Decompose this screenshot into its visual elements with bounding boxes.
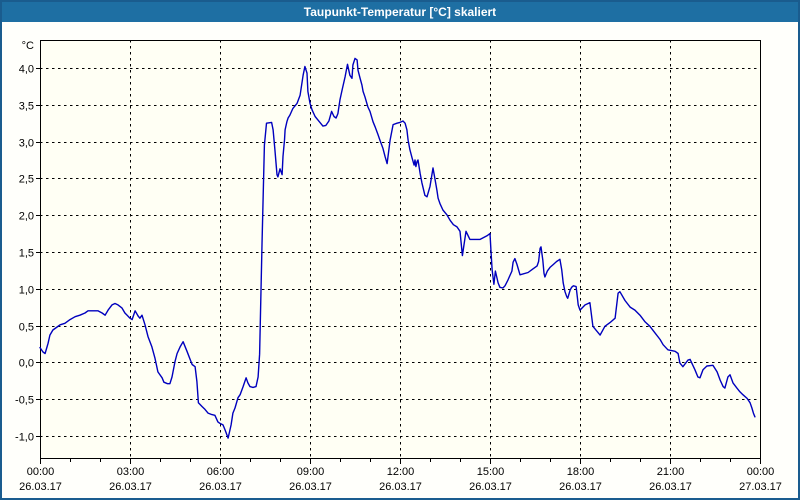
y-tick-label: -0,5 [15,395,34,407]
x-tick-time-label: 06:00 [207,466,235,478]
window-title-bar[interactable]: Taupunkt-Temperatur [°C] skaliert [2,2,798,22]
plot-border [40,40,761,459]
y-tick-label: 3,5 [19,101,34,113]
x-tick-date-label: 26.03.17 [19,481,62,493]
x-tick-time-label: 03:00 [117,466,145,478]
x-tick-time-label: 00:00 [747,466,775,478]
x-tick-date-label: 26.03.17 [649,481,692,493]
x-tick-time-label: 09:00 [297,466,325,478]
x-tick-date-label: 26.03.17 [379,481,422,493]
y-tick-label: 4,0 [19,64,34,76]
y-tick-label: 2,5 [19,174,34,186]
y-tick-label: 0,5 [19,322,34,334]
window-title: Taupunkt-Temperatur [°C] skaliert [303,5,497,19]
y-tick-label: 1,0 [19,285,34,297]
x-tick-time-label: 21:00 [657,466,685,478]
chart-client-area: 4,0 3,5 3,0 2,5 2,0 1,5 1,0 0,5 0,0 -0,5 -1,0 00:00… [2,22,798,498]
y-tick-label: -1,0 [15,432,34,444]
x-tick-date-label: 26.03.17 [199,481,242,493]
x-tick-date-label: 26.03.17 [559,481,602,493]
y-tick-label: 1,5 [19,248,34,260]
x-tick-time-label: 00:00 [27,466,55,478]
y-tick-label: 0,0 [19,358,34,370]
x-tick-time-label: 12:00 [387,466,415,478]
x-tick-date-label: 26.03.17 [469,481,512,493]
y-tick-label: 3,0 [19,138,34,150]
x-tick-date-label: 26.03.17 [289,481,332,493]
x-tick-time-label: 15:00 [477,466,505,478]
y-tick-label: 2,0 [19,211,34,223]
x-tick-date-label: 27.03.17 [739,481,782,493]
x-tick-date-label: 26.03.17 [109,481,152,493]
chart-canvas: 4,0 3,5 3,0 2,5 2,0 1,5 1,0 0,5 0,0 -0,5 -1,0 00:00… [15,40,782,493]
x-tick-time-label: 18:00 [567,466,595,478]
y-axis-unit-label: °C [22,40,34,52]
temperature-line [39,57,756,439]
